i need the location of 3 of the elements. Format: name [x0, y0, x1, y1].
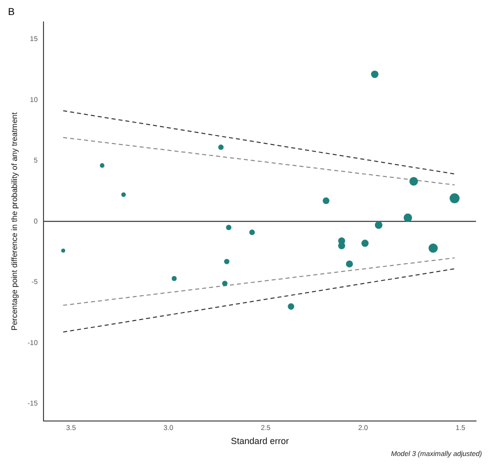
y-axis-title: Percentage point difference in the probability of any treatment [10, 112, 20, 331]
chart-title: B [8, 6, 15, 18]
x-axis-title: Standard error [230, 436, 289, 446]
